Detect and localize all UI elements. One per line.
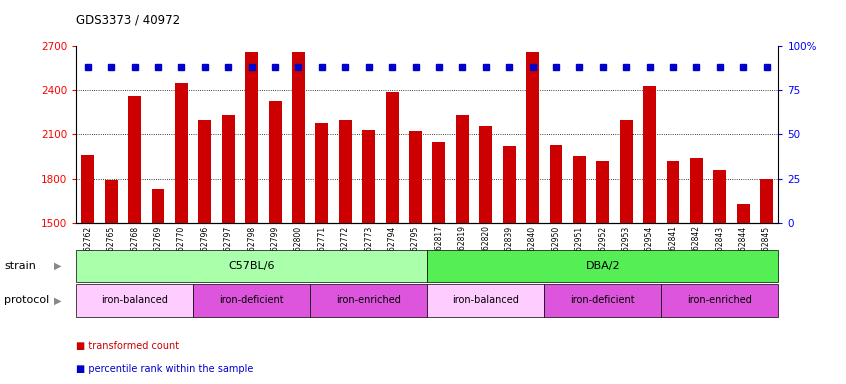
Text: iron-enriched: iron-enriched — [687, 295, 752, 306]
Bar — [129, 96, 141, 223]
Text: GDS3373 / 40972: GDS3373 / 40972 — [76, 13, 180, 26]
Bar — [480, 126, 492, 223]
Text: protocol: protocol — [4, 295, 49, 306]
Bar — [596, 161, 609, 223]
Bar — [316, 122, 328, 223]
Bar — [503, 146, 515, 223]
Text: iron-balanced: iron-balanced — [453, 295, 519, 306]
Text: iron-deficient: iron-deficient — [570, 295, 635, 306]
Bar — [667, 161, 679, 223]
Bar — [643, 86, 656, 223]
Bar — [737, 204, 750, 223]
Bar — [199, 120, 212, 223]
Text: DBA/2: DBA/2 — [585, 261, 620, 271]
Text: ▶: ▶ — [54, 261, 61, 271]
Bar — [456, 115, 469, 223]
Bar — [526, 52, 539, 223]
Text: iron-enriched: iron-enriched — [336, 295, 401, 306]
Bar — [175, 83, 188, 223]
Bar — [339, 120, 352, 223]
Text: ▶: ▶ — [54, 295, 61, 306]
Bar — [245, 52, 258, 223]
Bar — [81, 155, 94, 223]
Bar — [386, 92, 398, 223]
Bar — [713, 170, 726, 223]
Bar — [550, 145, 563, 223]
Bar — [620, 120, 633, 223]
Bar — [151, 189, 164, 223]
Text: strain: strain — [4, 261, 36, 271]
Bar — [362, 130, 375, 223]
Text: ■ percentile rank within the sample: ■ percentile rank within the sample — [76, 364, 254, 374]
Bar — [222, 115, 234, 223]
Bar — [269, 101, 282, 223]
Bar — [105, 180, 118, 223]
Bar — [573, 157, 585, 223]
Text: C57BL/6: C57BL/6 — [228, 261, 275, 271]
Bar — [690, 158, 703, 223]
Bar — [432, 142, 445, 223]
Bar — [409, 131, 422, 223]
Text: ■ transformed count: ■ transformed count — [76, 341, 179, 351]
Bar — [761, 179, 773, 223]
Bar — [292, 52, 305, 223]
Text: iron-balanced: iron-balanced — [102, 295, 168, 306]
Text: iron-deficient: iron-deficient — [219, 295, 284, 306]
